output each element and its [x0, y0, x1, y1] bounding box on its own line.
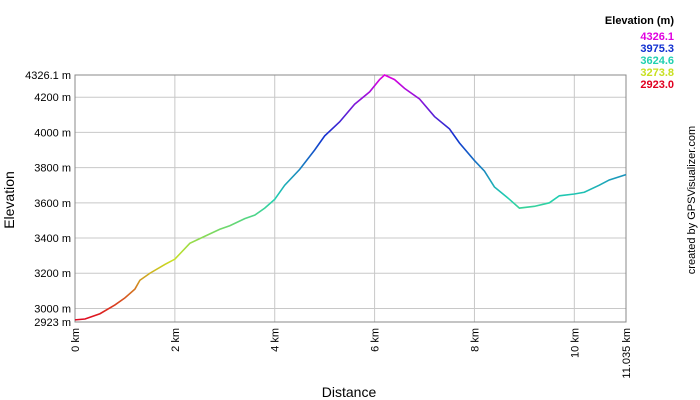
y-tick-label: 3400 m	[34, 233, 71, 245]
credit: created by GPSVisualizer.com	[686, 126, 698, 274]
y-tick-label: 4000 m	[34, 127, 71, 139]
y-tick-label: 4200 m	[34, 92, 71, 104]
x-tick-label: 11.035 km	[621, 328, 633, 379]
x-tick-label: 0 km	[70, 328, 82, 352]
x-tick-label: 10 km	[569, 328, 581, 358]
y-tick-label: 4326.1 m	[25, 70, 71, 82]
plot-frame	[74, 74, 627, 323]
legend-entry: 3273.8	[640, 67, 674, 79]
y-tick-label: 2923 m	[34, 317, 71, 329]
y-tick-label: 3800 m	[34, 163, 71, 175]
x-tick-label: 6 km	[370, 328, 382, 352]
x-tick-label: 8 km	[469, 328, 481, 352]
x-tick-label: 4 km	[270, 328, 282, 352]
y-tick-label: 3600 m	[34, 198, 71, 210]
y-axis-label: Elevation	[1, 171, 17, 229]
legend-entry: 4326.1	[640, 31, 674, 43]
legend-entry: 2923.0	[640, 79, 674, 91]
y-tick-label: 3000 m	[34, 303, 71, 315]
legend-entry: 3624.6	[640, 55, 674, 67]
y-tick-label: 3200 m	[34, 268, 71, 280]
legend-entry: 3975.3	[640, 43, 674, 55]
x-tick-label: 2 km	[170, 328, 182, 352]
legend-title: Elevation (m)	[605, 15, 674, 27]
elevation-line	[74, 74, 627, 321]
x-axis-label: Distance	[322, 384, 377, 400]
